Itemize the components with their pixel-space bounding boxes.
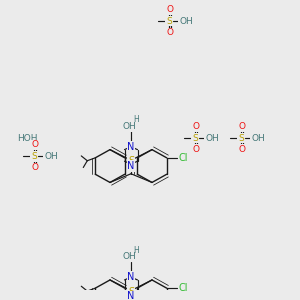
- Text: N: N: [127, 161, 135, 171]
- Text: OH: OH: [44, 152, 58, 161]
- Text: Cl: Cl: [179, 283, 188, 293]
- Text: Cl: Cl: [179, 153, 188, 163]
- Text: S: S: [238, 134, 244, 142]
- Text: S: S: [128, 156, 134, 166]
- Text: N: N: [127, 291, 135, 300]
- Text: S: S: [166, 17, 172, 26]
- Text: O: O: [167, 28, 173, 37]
- Text: O: O: [193, 145, 200, 154]
- Text: S: S: [128, 286, 134, 296]
- Text: OH: OH: [122, 122, 136, 131]
- Text: OH: OH: [205, 134, 219, 142]
- Text: O: O: [238, 145, 245, 154]
- Text: O: O: [32, 164, 38, 172]
- Text: OH: OH: [122, 252, 136, 261]
- Text: S: S: [31, 152, 37, 161]
- Text: N: N: [127, 272, 135, 282]
- Text: O: O: [167, 5, 173, 14]
- Text: HOH: HOH: [17, 134, 37, 142]
- Text: O: O: [32, 140, 38, 149]
- Text: O: O: [193, 122, 200, 131]
- Text: H: H: [133, 115, 139, 124]
- Text: H: H: [133, 245, 139, 254]
- Text: N: N: [127, 142, 135, 152]
- Text: O: O: [238, 122, 245, 131]
- Text: OH: OH: [179, 17, 193, 26]
- Text: OH: OH: [251, 134, 265, 142]
- Text: S: S: [192, 134, 198, 142]
